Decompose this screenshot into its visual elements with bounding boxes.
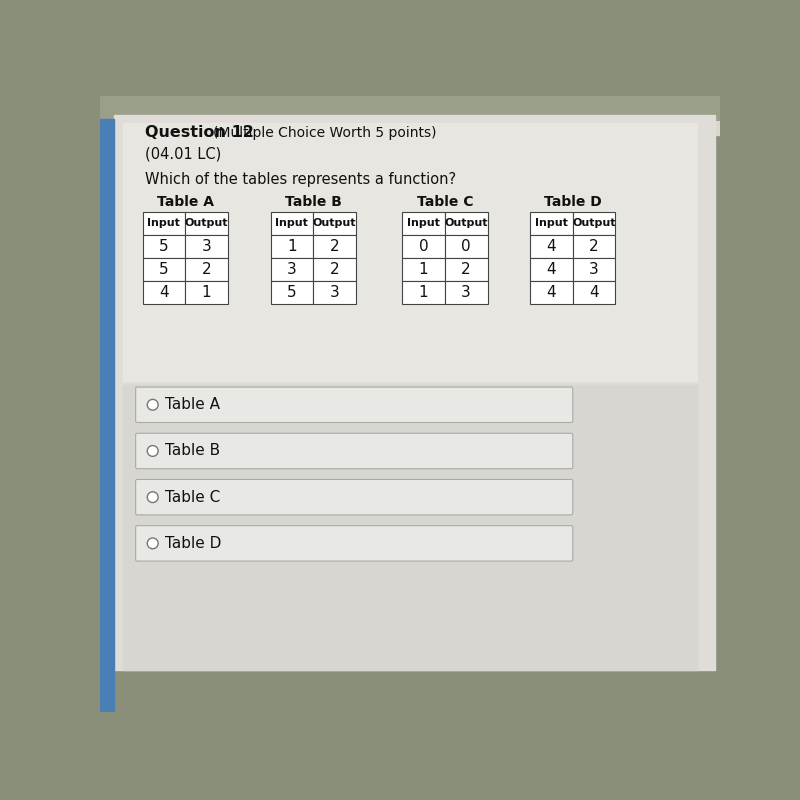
Text: Table D: Table D — [544, 195, 602, 210]
Text: Table B: Table B — [285, 195, 342, 210]
Text: Question 12: Question 12 — [145, 126, 254, 141]
Text: 1: 1 — [287, 238, 297, 254]
Text: 4: 4 — [546, 238, 556, 254]
Bar — [142, 234, 186, 258]
Text: 3: 3 — [287, 262, 297, 277]
Text: Table A: Table A — [165, 398, 220, 412]
Text: Table C: Table C — [165, 490, 220, 505]
Bar — [123, 121, 720, 134]
Text: 0: 0 — [462, 238, 471, 254]
FancyBboxPatch shape — [136, 479, 573, 515]
Bar — [402, 281, 445, 304]
Text: (04.01 LC): (04.01 LC) — [145, 146, 221, 162]
Bar — [402, 211, 445, 234]
Bar — [186, 234, 228, 258]
Text: Table B: Table B — [165, 443, 220, 458]
Text: 5: 5 — [287, 285, 297, 300]
Circle shape — [147, 492, 158, 502]
Bar — [142, 258, 186, 281]
Bar — [573, 211, 615, 234]
Bar — [186, 258, 228, 281]
Bar — [445, 211, 487, 234]
Bar — [530, 234, 573, 258]
Text: 4: 4 — [546, 285, 556, 300]
Text: 4: 4 — [590, 285, 599, 300]
Bar — [402, 234, 445, 258]
Text: 3: 3 — [330, 285, 339, 300]
Bar — [402, 258, 445, 281]
Bar — [186, 211, 228, 234]
Bar — [100, 96, 720, 119]
Bar — [186, 281, 228, 304]
Circle shape — [147, 446, 158, 456]
Text: Input: Input — [147, 218, 180, 228]
Text: Output: Output — [185, 218, 228, 228]
Text: Input: Input — [275, 218, 308, 228]
Bar — [530, 258, 573, 281]
FancyBboxPatch shape — [136, 434, 573, 469]
Bar — [270, 258, 313, 281]
Bar — [123, 385, 697, 670]
Text: Output: Output — [313, 218, 356, 228]
Text: 1: 1 — [418, 285, 428, 300]
Bar — [573, 234, 615, 258]
Bar — [445, 234, 487, 258]
Text: Table C: Table C — [417, 195, 473, 210]
Text: 3: 3 — [462, 285, 471, 300]
Text: 2: 2 — [462, 262, 471, 277]
Text: 2: 2 — [202, 262, 211, 277]
Bar — [270, 234, 313, 258]
Text: Table A: Table A — [157, 195, 214, 210]
FancyBboxPatch shape — [136, 526, 573, 561]
Bar — [313, 281, 356, 304]
Bar — [445, 258, 487, 281]
Text: Output: Output — [445, 218, 488, 228]
Text: 4: 4 — [159, 285, 169, 300]
Text: 3: 3 — [589, 262, 599, 277]
Bar — [142, 281, 186, 304]
FancyBboxPatch shape — [136, 387, 573, 422]
Text: 2: 2 — [590, 238, 599, 254]
Text: Output: Output — [572, 218, 616, 228]
Bar — [270, 211, 313, 234]
Text: 5: 5 — [159, 262, 169, 277]
Circle shape — [147, 538, 158, 549]
Text: 4: 4 — [546, 262, 556, 277]
Bar — [313, 234, 356, 258]
Bar — [573, 258, 615, 281]
Text: 5: 5 — [159, 238, 169, 254]
Text: Which of the tables represents a function?: Which of the tables represents a functio… — [145, 172, 456, 186]
Text: 0: 0 — [418, 238, 428, 254]
Text: Input: Input — [407, 218, 440, 228]
Text: 1: 1 — [202, 285, 211, 300]
Bar — [530, 211, 573, 234]
Bar — [530, 281, 573, 304]
Bar — [270, 281, 313, 304]
Text: 2: 2 — [330, 238, 339, 254]
Bar — [100, 119, 114, 712]
Bar — [123, 123, 697, 381]
Text: 2: 2 — [330, 262, 339, 277]
Bar — [313, 258, 356, 281]
Text: Input: Input — [535, 218, 568, 228]
Text: Table D: Table D — [165, 536, 222, 551]
Circle shape — [147, 399, 158, 410]
Bar — [313, 211, 356, 234]
Bar — [573, 281, 615, 304]
Text: 3: 3 — [202, 238, 211, 254]
Text: 1: 1 — [418, 262, 428, 277]
Text: (Multiple Choice Worth 5 points): (Multiple Choice Worth 5 points) — [213, 126, 437, 140]
Bar — [142, 211, 186, 234]
Bar — [445, 281, 487, 304]
